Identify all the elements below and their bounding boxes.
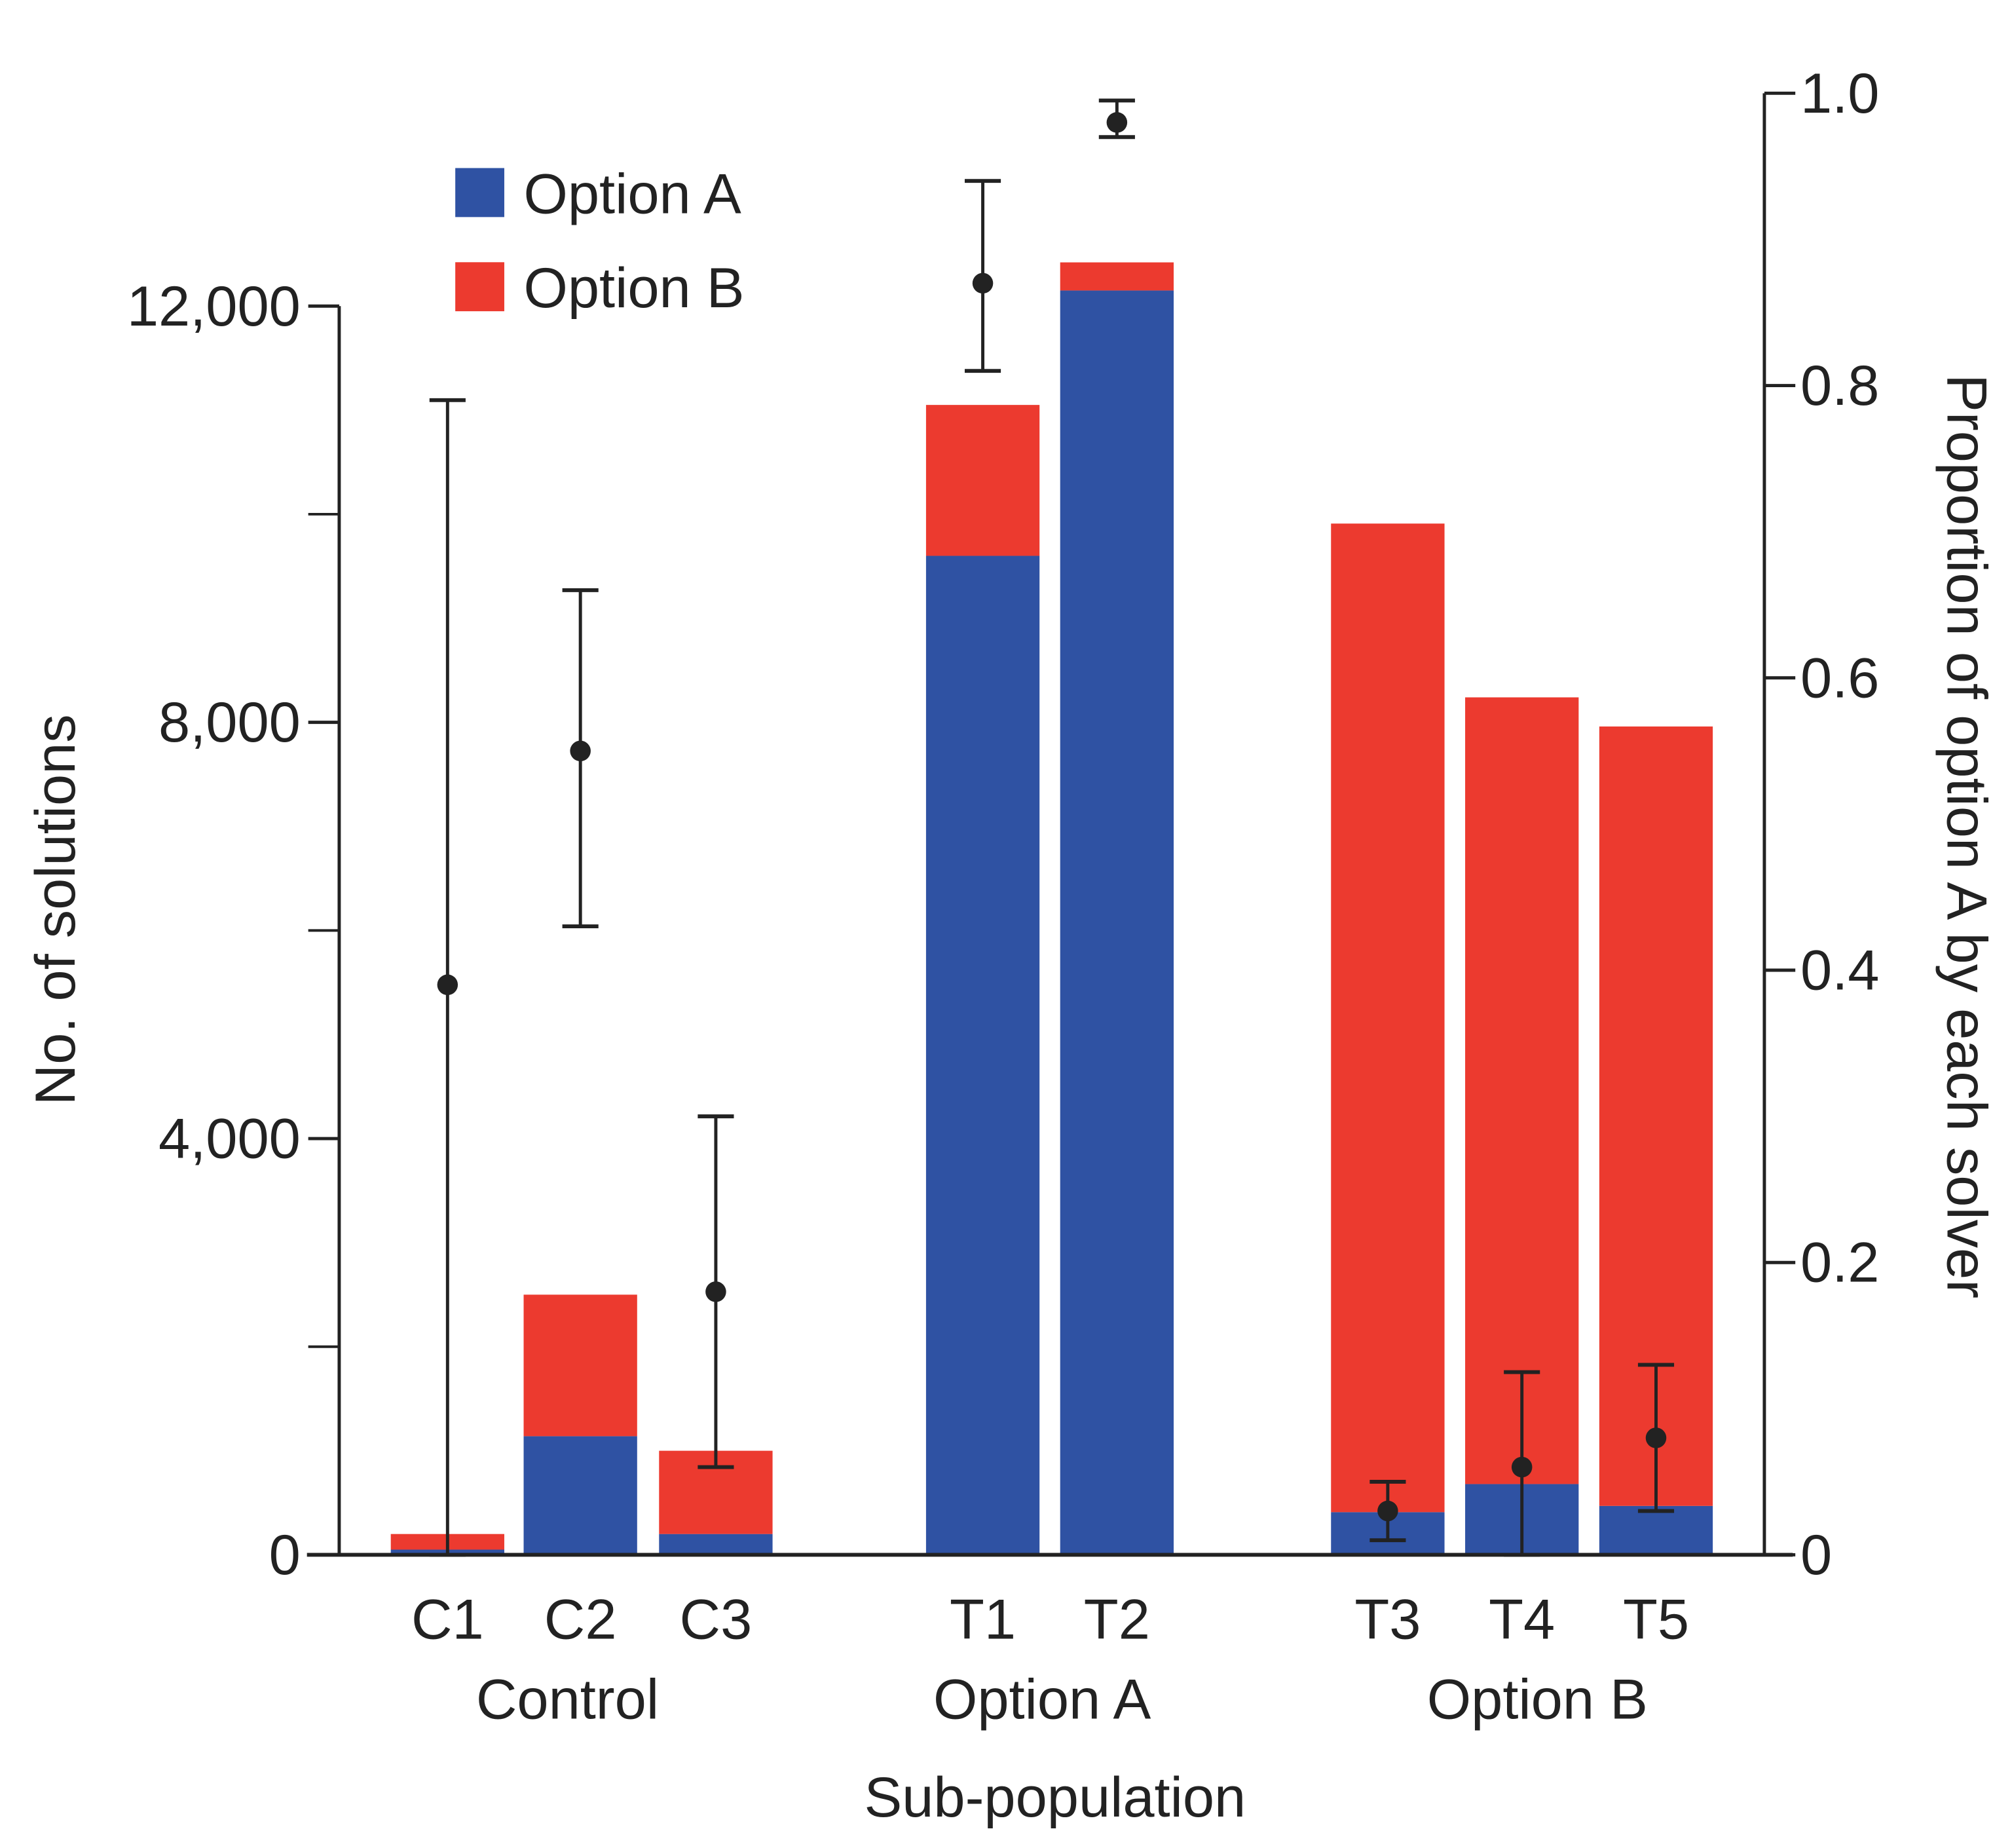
x-tick-label-t2: T2 [1084, 1588, 1150, 1651]
bar-t2-option-b [1060, 262, 1174, 291]
group-label-option-b: Option B [1427, 1669, 1648, 1731]
legend-swatch-option-b [455, 262, 504, 312]
y-tick-label: 8,000 [158, 691, 301, 754]
bars [390, 262, 1713, 1555]
y2-axis-title: Proportion of option A by each solver [1935, 374, 1998, 1298]
proportion-points [429, 98, 1675, 1557]
y-tick-label: 4,000 [158, 1108, 301, 1171]
legend: Option A Option B [455, 162, 745, 320]
bar-c2-option-a [523, 1436, 637, 1555]
proportion-point-t5 [1645, 1427, 1667, 1448]
y2-tick-label: 1.0 [1800, 62, 1879, 125]
x-tick-label-t4: T4 [1489, 1588, 1555, 1651]
proportion-point-t4 [1511, 1456, 1533, 1478]
bar-t1-option-a [925, 556, 1040, 1555]
bar-t1-option-b [925, 405, 1040, 556]
group-label-control: Control [476, 1669, 659, 1731]
bar-t3-option-b [1331, 523, 1445, 1513]
bar-t4-option-b [1465, 697, 1579, 1484]
bar-t2-option-a [1060, 290, 1174, 1555]
proportion-point-t1 [972, 273, 994, 294]
bar-c2-option-b [523, 1294, 637, 1437]
x-tick-label-t5: T5 [1623, 1588, 1689, 1651]
y2-tick-label: 0.8 [1800, 354, 1879, 417]
x-tick-label-c2: C2 [544, 1588, 617, 1651]
y2-tick-label: 0.2 [1800, 1232, 1879, 1294]
y-tick-label: 12,000 [127, 275, 301, 338]
y-tick-label: 0 [269, 1524, 301, 1587]
proportion-point-c2 [570, 740, 591, 762]
proportion-point-t2 [1106, 112, 1128, 133]
proportion-point-c3 [705, 1281, 726, 1302]
legend-label-option-a: Option A [524, 162, 742, 225]
bar-t5-option-a [1599, 1505, 1713, 1555]
y2-tick-label: 0.6 [1800, 647, 1879, 709]
x-axis-title: Sub-population [864, 1766, 1246, 1829]
bar-c3-option-a [659, 1534, 773, 1555]
legend-label-option-b: Option B [524, 257, 745, 320]
x-tick-label-t3: T3 [1354, 1588, 1421, 1651]
proportion-point-c1 [437, 974, 458, 996]
proportion-point-t3 [1377, 1500, 1398, 1522]
x-tick-label-c3: C3 [680, 1588, 753, 1651]
y2-tick-label: 0 [1800, 1524, 1832, 1587]
group-label-option-a: Option A [933, 1669, 1151, 1731]
legend-swatch-option-a [455, 168, 504, 217]
x-tick-label-t1: T1 [950, 1588, 1016, 1651]
x-tick-label-c1: C1 [411, 1588, 484, 1651]
axes: C1 C2 C3 T1 T2 T3 T4 T5 Control Option A Option B 0… [127, 62, 1880, 1731]
y2-tick-label: 0.4 [1800, 939, 1879, 1002]
y-axis-title: No. of solutions [24, 714, 87, 1105]
